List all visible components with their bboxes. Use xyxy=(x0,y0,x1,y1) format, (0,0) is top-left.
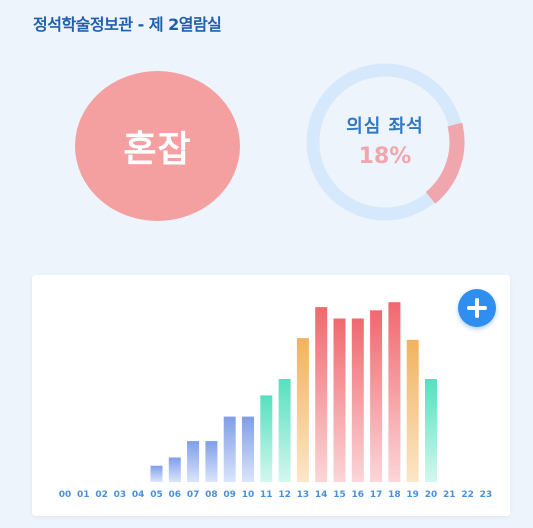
suspicious-seat-gauge: 의심 좌석 18% xyxy=(300,62,470,227)
bar-hour-19 xyxy=(406,339,419,482)
tick-label-01: 01 xyxy=(77,490,90,500)
tick-label-20: 20 xyxy=(425,490,438,500)
tick-label-09: 09 xyxy=(223,490,236,500)
bar-hour-12 xyxy=(278,379,291,482)
tick-label-05: 05 xyxy=(150,490,163,500)
tick-label-18: 18 xyxy=(388,490,401,500)
bar-hour-09 xyxy=(223,416,236,482)
tick-label-17: 17 xyxy=(370,490,383,500)
hourly-usage-chart: 00 01 02 03 04 05 06 07 08 09 10 11 12 13 14 15 16 17 18 19… xyxy=(59,302,493,500)
gauge-arc xyxy=(425,122,465,204)
bar-hour-15 xyxy=(333,318,346,482)
gauge-ring xyxy=(306,63,465,221)
add-button[interactable] xyxy=(458,289,496,327)
bar-hour-14 xyxy=(315,307,328,482)
bar-hour-08 xyxy=(205,441,218,482)
tick-label-07: 07 xyxy=(187,490,200,500)
tick-label-23: 23 xyxy=(480,490,493,500)
tick-label-03: 03 xyxy=(114,490,127,500)
tick-label-21: 21 xyxy=(443,490,456,500)
bar-hour-10 xyxy=(242,416,254,482)
bar-hour-18 xyxy=(388,302,401,482)
bar-hour-11 xyxy=(260,395,273,482)
bar-hour-05 xyxy=(150,465,163,482)
gauge-label: 의심 좌석 xyxy=(346,116,424,137)
bar-hour-13 xyxy=(296,338,309,482)
bar-hour-06 xyxy=(168,457,181,482)
gauge-value: 18% xyxy=(358,144,412,169)
tick-label-06: 06 xyxy=(169,490,182,500)
tick-label-22: 22 xyxy=(461,490,474,500)
tick-label-08: 08 xyxy=(205,490,218,500)
bar-hour-17 xyxy=(370,310,383,482)
page-title: 정석학술정보관 - 제 2열람실 xyxy=(33,15,222,34)
tick-label-13: 13 xyxy=(297,490,310,500)
tick-label-19: 19 xyxy=(406,490,419,500)
congestion-status-circle: 혼잡 xyxy=(75,71,240,221)
tick-label-14: 14 xyxy=(315,490,328,500)
tick-label-12: 12 xyxy=(278,490,291,500)
tick-label-15: 15 xyxy=(333,490,346,500)
tick-label-04: 04 xyxy=(132,490,145,500)
bar-hour-20 xyxy=(425,379,437,482)
tick-label-16: 16 xyxy=(352,490,365,500)
tick-label-00: 00 xyxy=(59,490,72,500)
tick-label-11: 11 xyxy=(260,490,273,500)
plus-icon-vertical xyxy=(475,298,479,318)
tick-label-02: 02 xyxy=(95,490,108,500)
congestion-status-label: 혼잡 xyxy=(123,129,192,170)
bar-hour-07 xyxy=(187,441,200,482)
bar-hour-16 xyxy=(351,318,364,482)
tick-label-10: 10 xyxy=(242,490,255,500)
